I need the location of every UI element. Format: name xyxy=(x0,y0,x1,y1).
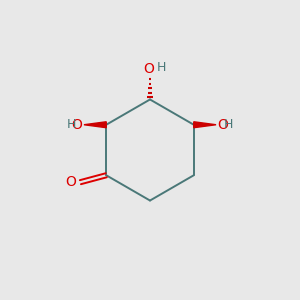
Text: O: O xyxy=(218,118,228,132)
Text: H: H xyxy=(157,61,166,74)
Text: O: O xyxy=(72,118,83,132)
Text: H: H xyxy=(224,118,233,131)
Text: O: O xyxy=(143,62,154,76)
Polygon shape xyxy=(194,122,216,128)
Text: O: O xyxy=(66,175,76,189)
Polygon shape xyxy=(84,122,106,128)
Text: H: H xyxy=(67,118,76,131)
